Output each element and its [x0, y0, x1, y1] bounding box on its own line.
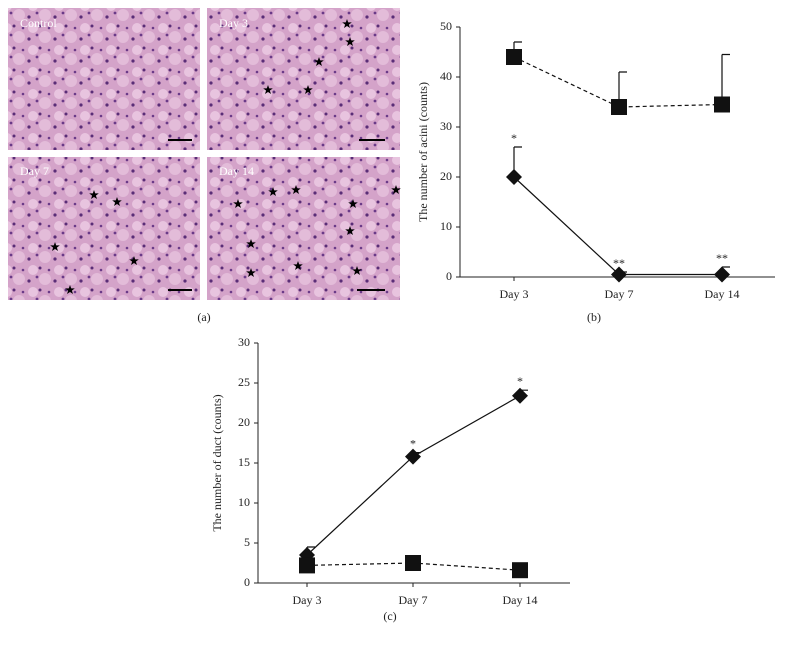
y-tick-label: 10 [440, 219, 452, 233]
y-tick-label: 5 [244, 535, 250, 549]
micrograph [8, 157, 200, 300]
square-marker [299, 557, 315, 574]
image-label: Day 14 [219, 164, 254, 178]
micrograph [8, 8, 200, 150]
diamond-marker [512, 387, 528, 404]
square-marker [714, 96, 730, 113]
panel-a: Control Day 3 Day 7 Day 14 (a) [8, 8, 401, 324]
caption: (c) [383, 609, 396, 623]
x-tick-label: Day 14 [705, 287, 740, 301]
error-bar [721, 53, 730, 105]
x-tick-label: Day 3 [293, 593, 322, 607]
diamond-marker [714, 266, 730, 283]
y-tick-label: 50 [440, 19, 452, 33]
x-tick-label: Day 3 [500, 287, 529, 301]
series-line [306, 395, 521, 556]
y-tick-label: 40 [440, 69, 452, 83]
y-tick-label: 20 [238, 415, 250, 429]
caption: (b) [587, 310, 601, 324]
image-label: Day 3 [219, 16, 248, 30]
diamond-marker [611, 266, 627, 283]
series-line [513, 56, 723, 108]
annotation: * [517, 374, 523, 388]
scale-bars [168, 139, 385, 291]
annotation: * [410, 436, 416, 450]
square-marker [405, 555, 421, 571]
caption: (a) [197, 310, 210, 324]
y-tick-label: 10 [238, 495, 250, 509]
y-tick-label: 15 [238, 455, 250, 469]
y-tick-label: 0 [446, 269, 452, 283]
y-axis-label: The number of acini (counts) [416, 82, 430, 222]
annotation: ** [613, 256, 625, 270]
square-marker [611, 99, 627, 115]
annotation: ** [716, 251, 728, 265]
diamond-marker [405, 448, 421, 465]
annotation: * [511, 131, 517, 145]
x-tick-label: Day 14 [503, 593, 538, 607]
x-tick-label: Day 7 [399, 593, 428, 607]
diamond-marker [506, 169, 522, 185]
y-axis-label: The number of duct (counts) [210, 394, 224, 531]
y-tick-label: 30 [238, 335, 250, 349]
micrograph [207, 8, 400, 150]
square-marker [512, 562, 528, 579]
y-tick-label: 0 [244, 575, 250, 589]
square-marker [506, 49, 522, 65]
x-tick-label: Day 7 [605, 287, 634, 301]
image-label: Control [20, 16, 57, 30]
y-tick-label: 30 [440, 119, 452, 133]
image-label: Day 7 [20, 164, 49, 178]
micrograph [207, 157, 400, 300]
y-tick-label: 20 [440, 169, 452, 183]
y-tick-label: 25 [238, 375, 250, 389]
